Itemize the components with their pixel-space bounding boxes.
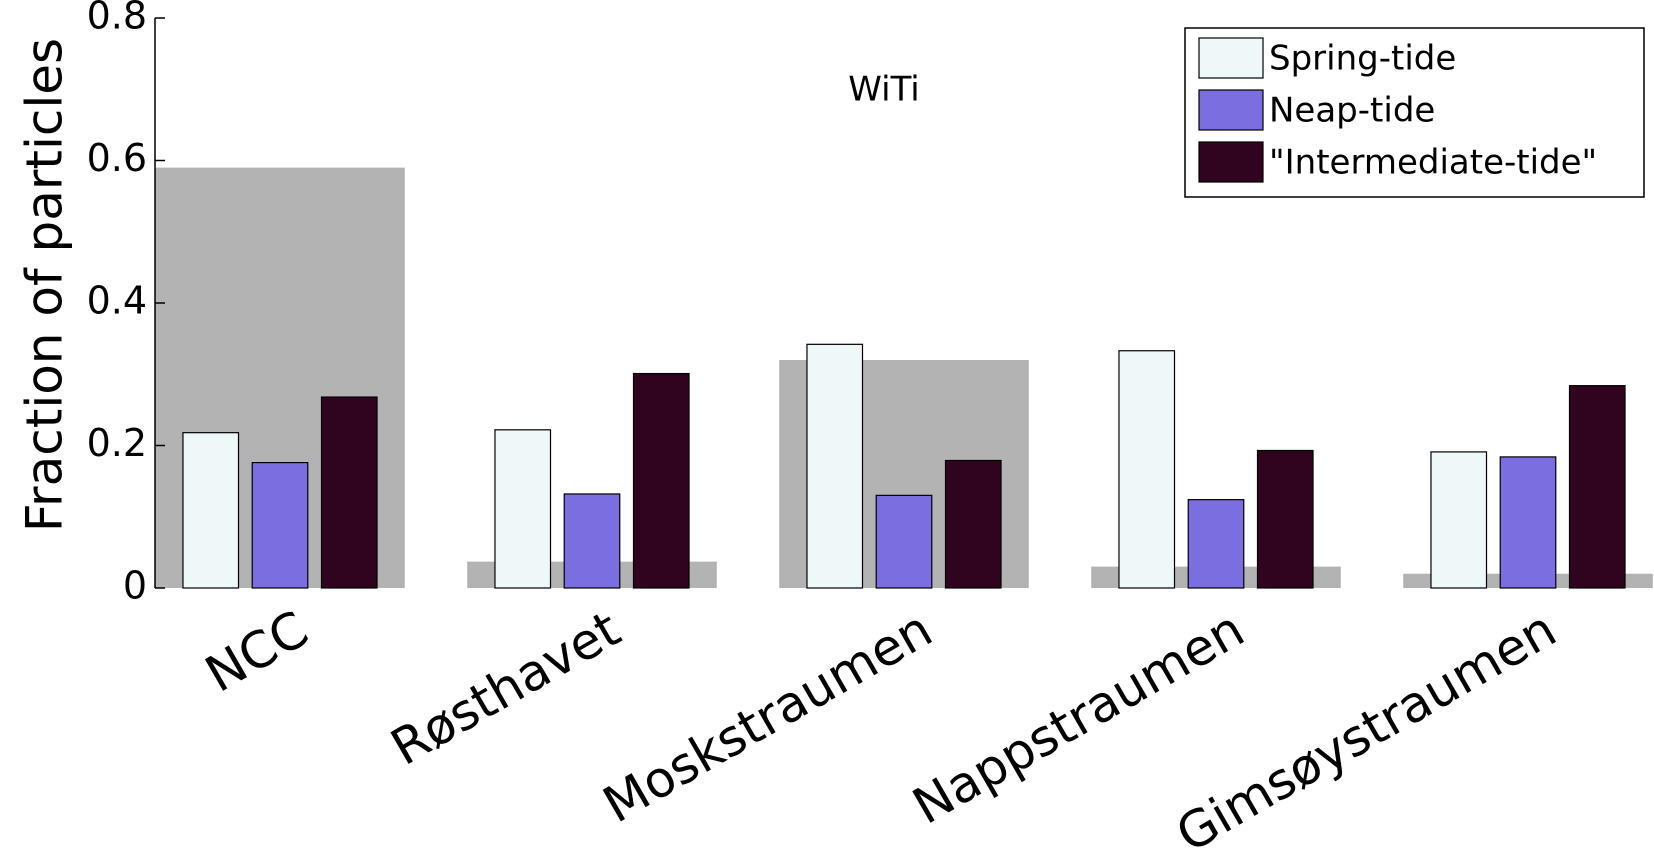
legend-label: "Intermediate-tide" (1269, 143, 1597, 183)
y-tick-label: 0.2 (87, 421, 147, 465)
bar (563, 493, 621, 589)
y-tick-label: 0.4 (87, 279, 147, 323)
legend-swatch (1198, 141, 1264, 183)
bar (806, 343, 864, 589)
bar (1499, 456, 1557, 589)
bar (632, 372, 690, 589)
legend-label: Neap-tide (1269, 91, 1435, 131)
legend-swatch (1198, 89, 1264, 131)
y-tick-label: 0.8 (87, 0, 147, 38)
x-tick-label: Røsthavet (381, 600, 629, 777)
bar (1118, 350, 1176, 589)
x-tick-label: NCC (196, 600, 318, 704)
chart-title: WiTi (848, 70, 920, 110)
y-axis-label: Fraction of particles (16, 38, 74, 532)
bar (1568, 385, 1626, 589)
bar (1256, 449, 1314, 589)
bar (944, 459, 1002, 589)
bar (1430, 451, 1488, 589)
legend-label: Spring-tide (1269, 39, 1456, 79)
bar (1187, 499, 1245, 589)
bar (182, 432, 240, 589)
x-tick-label: Moskstraumen (594, 600, 942, 834)
bar (494, 429, 552, 589)
y-tick-label: 0 (123, 564, 147, 608)
legend-swatch (1198, 37, 1264, 79)
y-tick-label: 0.6 (87, 136, 147, 180)
plot-area (155, 167, 1653, 589)
bar (320, 396, 378, 589)
bar (875, 494, 933, 589)
bar (251, 462, 309, 589)
